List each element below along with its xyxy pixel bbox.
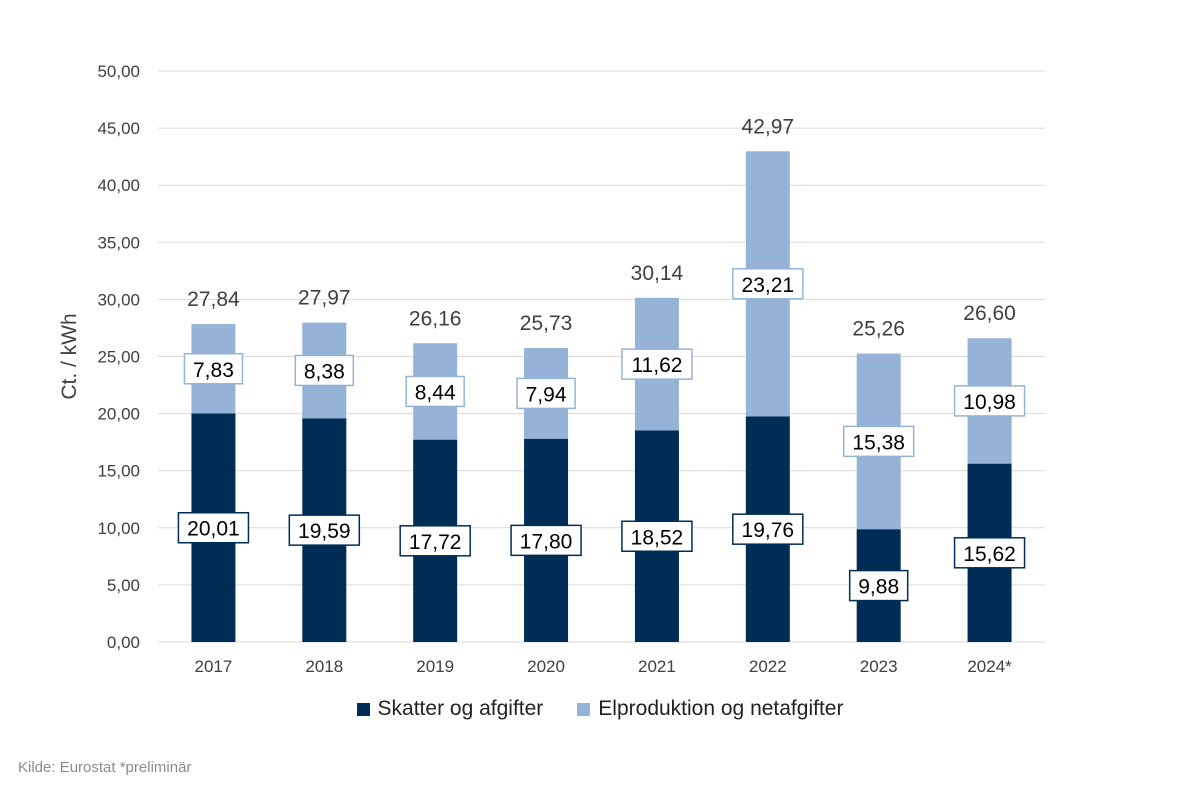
source-note: Kilde: Eurostat *preliminär (18, 759, 192, 776)
data-label: 15,38 (852, 431, 905, 454)
data-label-box (953, 537, 1026, 569)
data-label: 20,01 (187, 518, 240, 541)
data-label-box (732, 268, 804, 300)
data-label: 7,83 (193, 359, 234, 382)
legend-swatch-light (577, 702, 591, 716)
data-label: 8,38 (304, 360, 345, 383)
legend: Skatter og afgifter Elproduktion og neta… (0, 697, 1200, 721)
y-tick-label: 35,00 (97, 233, 140, 252)
x-tick-label: 2019 (416, 657, 454, 676)
data-label: 10,98 (963, 391, 1016, 414)
data-label: 17,80 (520, 530, 573, 553)
data-label: 9,88 (858, 576, 899, 599)
legend-item-skatter: Skatter og afgifter (356, 697, 544, 721)
y-tick-label: 50,00 (97, 62, 140, 81)
data-label: 19,76 (742, 519, 795, 542)
data-label-box (177, 511, 250, 544)
y-tick-label: 30,00 (97, 290, 140, 309)
data-label-box (953, 385, 1026, 417)
x-tick-label: 2023 (860, 657, 898, 676)
y-tick-label: 25,00 (97, 348, 140, 367)
y-tick-label: 0,00 (107, 633, 140, 652)
total-label: 42,97 (742, 115, 795, 138)
data-label-box (516, 377, 576, 410)
total-label: 25,73 (520, 312, 573, 335)
y-tick-label: 20,00 (97, 405, 140, 424)
data-label-box (732, 513, 804, 545)
data-label: 11,62 (631, 354, 682, 377)
y-tick-label: 5,00 (107, 576, 140, 595)
data-label-box (288, 514, 361, 546)
data-label-box (842, 425, 915, 458)
data-label: 17,72 (409, 531, 462, 554)
data-label: 7,94 (526, 383, 567, 406)
data-label-box (510, 524, 582, 557)
legend-label: Elproduktion og netafgifter (598, 697, 844, 720)
x-tick-label: 2017 (195, 657, 233, 676)
x-tick-label: 2018 (305, 657, 343, 676)
data-label: 8,44 (415, 381, 456, 404)
x-tick-label: 2020 (527, 657, 565, 676)
x-tick-label: 2022 (749, 657, 787, 676)
total-label: 26,60 (963, 302, 1016, 325)
total-label: 27,84 (187, 288, 240, 311)
data-label-box (405, 375, 465, 408)
x-tick-label: 2021 (638, 657, 676, 676)
total-label: 30,14 (631, 262, 684, 285)
y-tick-label: 15,00 (97, 462, 140, 481)
data-label-box (621, 520, 693, 553)
data-label: 23,21 (742, 274, 795, 297)
legend-label: Skatter og afgifter (377, 697, 544, 720)
data-label: 15,62 (963, 543, 1016, 566)
total-label: 26,16 (409, 307, 462, 330)
data-label-box (399, 525, 471, 557)
total-label: 27,97 (298, 287, 351, 310)
y-tick-label: 40,00 (97, 176, 140, 195)
total-label: 25,26 (852, 318, 905, 341)
data-label-box (848, 569, 909, 602)
data-label-box (294, 354, 355, 387)
legend-swatch-dark (356, 702, 370, 716)
y-tick-label: 10,00 (97, 519, 140, 538)
data-label: 18,52 (631, 526, 684, 549)
y-axis-label: Ct. / kWh (58, 313, 81, 399)
y-tick-label: 45,00 (97, 119, 140, 138)
x-tick-label: 2024* (967, 657, 1012, 676)
data-label-box (621, 348, 693, 380)
legend-item-elproduktion: Elproduktion og netafgifter (577, 697, 843, 721)
data-label: 19,59 (298, 520, 351, 543)
data-label-box (183, 353, 244, 385)
